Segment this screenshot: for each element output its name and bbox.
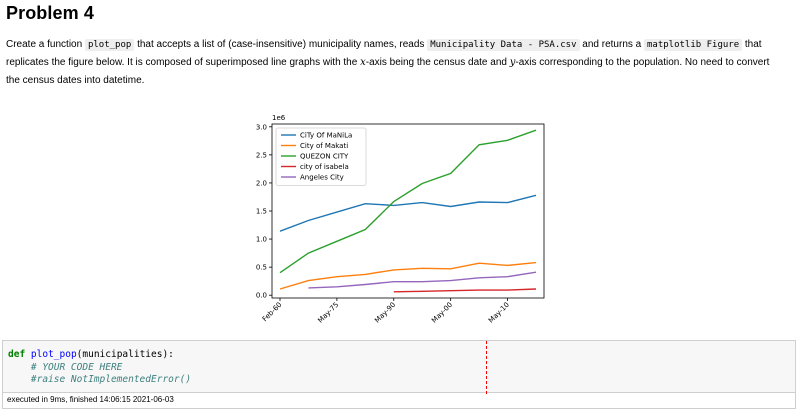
line-length-ruler	[486, 341, 487, 394]
x-tick-label-4: May-10	[487, 301, 511, 325]
x-tick-label-1: May-75	[316, 301, 340, 325]
series-line-4	[308, 271, 537, 289]
series-line-2	[279, 129, 537, 274]
code-editor[interactable]: def plot_pop(municipalities): # YOUR COD…	[8, 349, 192, 385]
y-tick-label-4: 2.0	[256, 179, 267, 187]
y-tick-label-3: 1.5	[256, 208, 267, 216]
y-tick-label-6: 3.0	[256, 123, 267, 131]
y-tick-label-1: 0.5	[256, 264, 267, 272]
legend-label-1: City of Makati	[300, 142, 348, 150]
x-tick-label-0: Feb-60	[261, 301, 284, 324]
x-tick-label-3: May-00	[430, 301, 454, 325]
series-line-0	[279, 194, 537, 232]
series-line-3	[393, 288, 537, 293]
legend-label-3: city of isabela	[300, 163, 349, 171]
problem-description: Create a function plot_pop that accepts …	[6, 39, 770, 86]
y-tick-label-5: 2.5	[256, 151, 267, 159]
inline-code-plot-pop: plot_pop	[84, 39, 135, 51]
y-tick-label-0: 0.0	[256, 292, 267, 300]
legend-label-2: QUEZON CITY	[300, 153, 349, 161]
y-offset-label: 1e6	[272, 114, 286, 122]
y-tick-label-2: 1.0	[256, 236, 267, 244]
inline-code-csv-filename: Municipality Data - PSA.csv	[427, 39, 580, 51]
legend-label-0: CiTy Of MaNiLa	[300, 132, 352, 140]
population-figure: 1e6 0.0 0.5 1.0 1.5 2.0 2.5 3.0 Feb-60 May-75 May-…	[246, 108, 546, 340]
execution-time-info: executed in 9ms, finished 14:06:15 2021-…	[2, 393, 796, 409]
inline-code-matplotlib-figure: matplotlib Figure	[644, 39, 743, 51]
problem-title: Problem 4	[6, 3, 94, 23]
legend-box	[275, 127, 367, 186]
population-line-chart: 1e6 0.0 0.5 1.0 1.5 2.0 2.5 3.0 Feb-60 May-75 May-…	[256, 114, 545, 325]
series-line-1	[279, 261, 537, 290]
code-cell[interactable]: def plot_pop(municipalities): # YOUR COD…	[2, 340, 796, 394]
legend-label-4: Angeles City	[300, 174, 344, 182]
x-tick-label-2: May-90	[373, 301, 397, 325]
